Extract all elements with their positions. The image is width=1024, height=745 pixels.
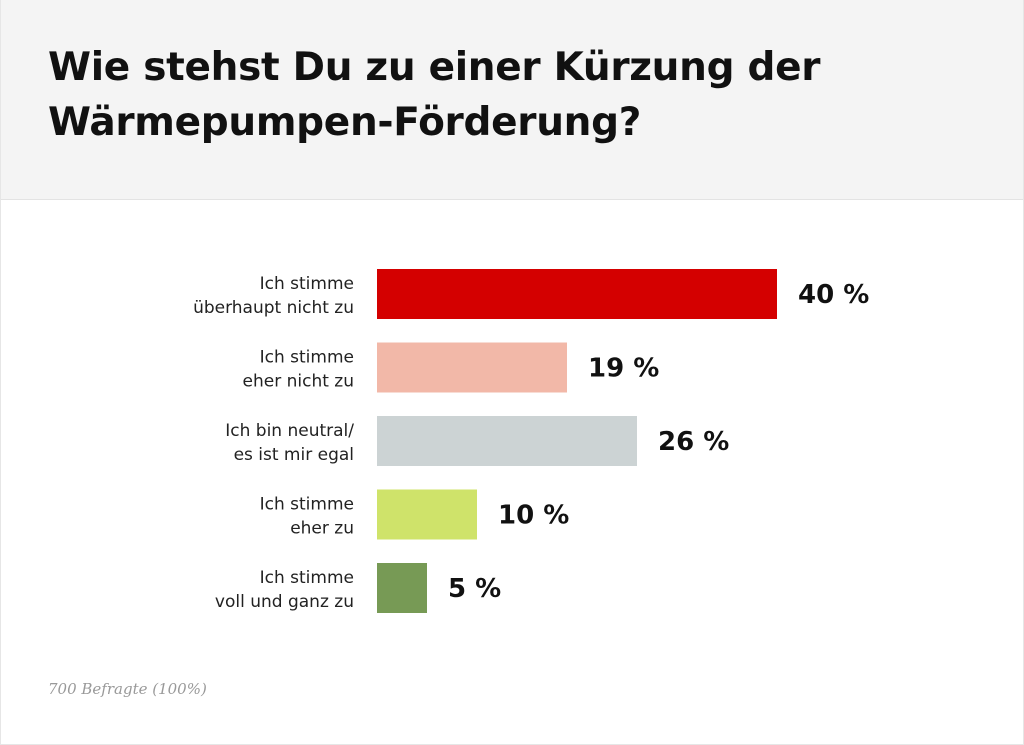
category-label-2: Ich bin neutral/es ist mir egal — [225, 421, 354, 465]
category-label-0: Ich stimme überhaupt nicht zu — [193, 274, 354, 318]
header-band: Wie stehst Du zu einer Kürzung der Wärme… — [1, 0, 1023, 200]
category-label-line: Ich stimme — [260, 274, 354, 294]
category-label-line: Ich stimme — [260, 568, 354, 588]
category-label-line: Ich bin neutral/ — [225, 421, 354, 441]
chart-title: Wie stehst Du zu einer Kürzung der Wärme… — [48, 45, 821, 145]
bar-0 — [377, 269, 777, 319]
category-label-1: Ich stimme eher nicht zu — [243, 348, 354, 392]
category-label-4: Ich stimme voll und ganz zu — [215, 568, 354, 612]
value-label-4: 5 % — [448, 574, 501, 604]
value-label-0: 40 % — [798, 280, 869, 310]
value-label-3: 10 % — [498, 501, 569, 531]
bar-3 — [377, 489, 477, 540]
category-label-3: Ich stimme eher zu — [260, 495, 354, 539]
footnote: 700 Befragte (100%) — [48, 680, 207, 698]
category-label-line: es ist mir egal — [234, 445, 354, 465]
category-label-line: überhaupt nicht zu — [193, 298, 354, 318]
category-label-line: eher nicht zu — [243, 372, 354, 392]
category-label-line: Ich stimme — [260, 348, 354, 368]
category-label-line: voll und ganz zu — [215, 592, 354, 612]
value-label-2: 26 % — [658, 427, 729, 457]
category-label-line: eher zu — [290, 519, 354, 539]
bar-4 — [377, 563, 427, 613]
category-label-line: Ich stimme — [260, 495, 354, 515]
bar-2 — [377, 416, 637, 466]
bar-1 — [377, 342, 567, 393]
value-label-1: 19 % — [588, 354, 659, 384]
